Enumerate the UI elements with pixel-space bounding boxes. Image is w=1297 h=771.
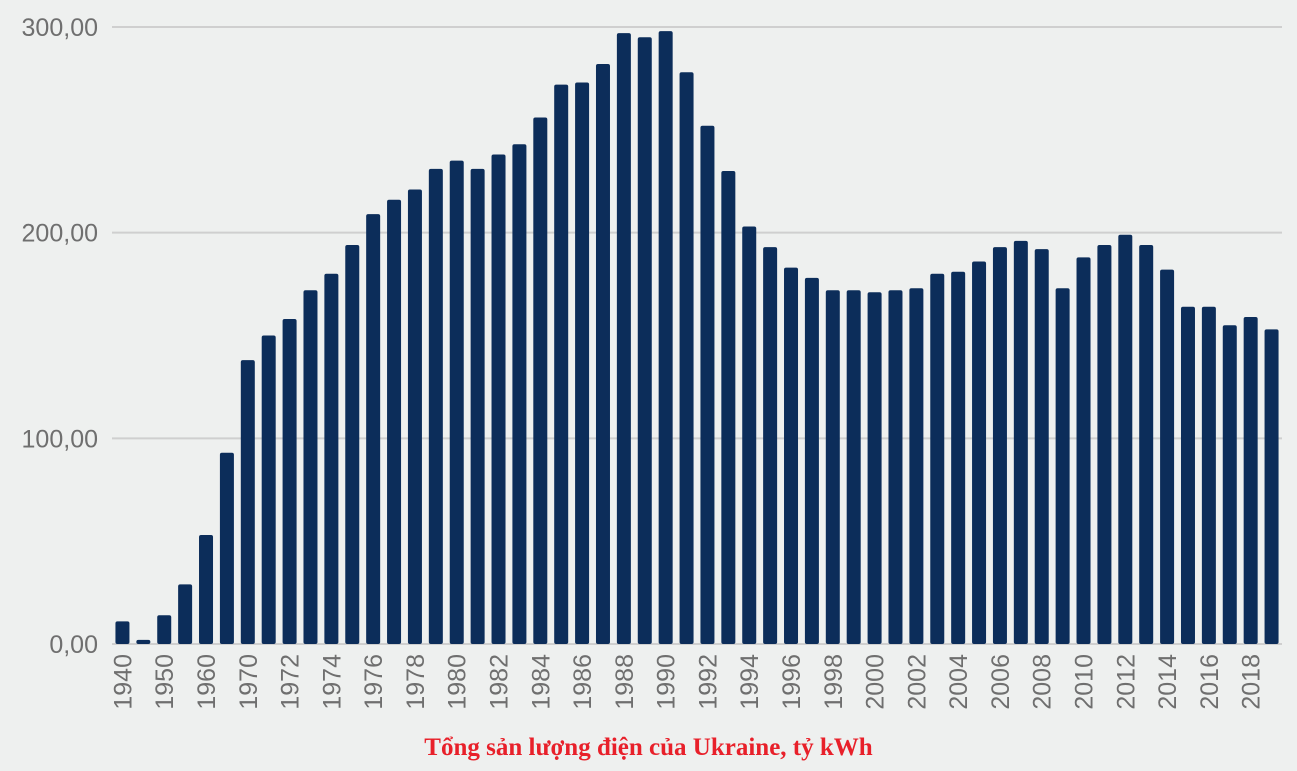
bar-1994 [742, 226, 757, 644]
bar-1998 [825, 290, 840, 644]
chart-title: Tổng sản lượng điện của Ukraine, tỷ kWh [424, 734, 873, 761]
x-tick-label: 1980 [444, 654, 472, 710]
x-tick-label: 2000 [862, 654, 890, 710]
bar-2019 [1264, 329, 1279, 644]
bar-1978 [407, 189, 422, 644]
bar-1977 [387, 199, 402, 644]
bar-2002 [909, 288, 924, 644]
bar-1991 [679, 72, 694, 645]
bar-1972 [282, 319, 297, 644]
bar-1950 [157, 615, 172, 644]
y-tick-label: 300,00 [22, 14, 98, 42]
x-tick-label: 2018 [1238, 654, 1266, 710]
bar-1996 [784, 267, 799, 644]
bar-1940 [115, 621, 130, 644]
bar-2012 [1118, 234, 1133, 644]
bar-1990 [658, 31, 673, 644]
x-tick-label: 1960 [193, 654, 221, 710]
x-tick-label: 1986 [569, 654, 597, 710]
bar-1960 [199, 534, 214, 644]
y-tick-label: 100,00 [22, 425, 98, 453]
x-tick-label: 2012 [1112, 654, 1140, 710]
bar-1988 [616, 33, 631, 645]
x-tick-label: 1974 [318, 654, 346, 710]
bar-2006 [992, 247, 1007, 644]
bar-1999 [846, 290, 861, 644]
bar-2010 [1076, 257, 1091, 644]
bar-2011 [1097, 245, 1112, 645]
y-tick-label: 200,00 [22, 220, 98, 248]
x-tick-label: 2008 [1029, 654, 1057, 710]
x-tick-label: 1982 [486, 654, 514, 710]
bar-2014 [1160, 269, 1175, 644]
bar-1945 [136, 639, 151, 644]
bar-1973 [303, 290, 318, 644]
y-axis-ticks: 0,00 100,00 200,00 300,00 [22, 14, 98, 659]
x-tick-label: 2014 [1154, 654, 1182, 710]
x-tick-label: 2002 [903, 654, 931, 710]
bar-1993 [721, 170, 736, 644]
x-tick-label: 1996 [778, 654, 806, 710]
bar-1983 [512, 144, 527, 645]
bar-2001 [888, 290, 903, 644]
bar-1970 [240, 360, 255, 644]
bars [115, 31, 1279, 645]
x-tick-label: 1988 [611, 654, 639, 710]
x-tick-label: 1990 [653, 654, 681, 710]
bar-1975 [345, 245, 360, 645]
x-tick-label: 1978 [402, 654, 430, 710]
x-tick-label: 1984 [527, 654, 555, 710]
bar-2003 [930, 273, 945, 644]
bar-2016 [1201, 306, 1216, 644]
x-tick-label: 1994 [736, 654, 764, 710]
bar-2017 [1222, 325, 1237, 644]
bar-1986 [575, 82, 590, 644]
x-tick-label: 1940 [109, 654, 137, 710]
bar-1989 [637, 37, 652, 645]
bar-2015 [1180, 306, 1195, 644]
bar-2005 [972, 261, 987, 644]
x-tick-label: 1976 [360, 654, 388, 710]
bar-2004 [951, 271, 966, 644]
bar-2013 [1139, 245, 1154, 645]
bar-2018 [1243, 316, 1258, 644]
x-tick-label: 2016 [1196, 654, 1224, 710]
x-tick-label: 2010 [1071, 654, 1099, 710]
bar-2009 [1055, 288, 1070, 644]
bar-1987 [595, 64, 610, 644]
x-tick-label: 1972 [277, 654, 305, 710]
bar-1979 [428, 168, 443, 644]
bar-1976 [366, 214, 381, 644]
bar-1981 [470, 168, 485, 644]
bar-1995 [763, 247, 778, 644]
bar-1997 [804, 277, 819, 644]
bar-1984 [533, 117, 548, 644]
x-tick-label: 1998 [820, 654, 848, 710]
x-tick-label: 1970 [235, 654, 263, 710]
bar-1980 [449, 160, 464, 644]
bar-2007 [1013, 240, 1028, 645]
y-tick-label: 0,00 [49, 631, 98, 659]
bar-2000 [867, 292, 882, 644]
bar-2008 [1034, 249, 1049, 644]
x-tick-label: 1992 [694, 654, 722, 710]
bar-1982 [491, 154, 506, 644]
x-axis-ticks: 1940 1950 1960 1970 1972 1974 1976 1978 1980 1982… [109, 654, 1265, 710]
bar-1992 [700, 125, 715, 645]
x-tick-label: 2006 [987, 654, 1015, 710]
bar-1985 [554, 84, 569, 644]
bar-1955 [178, 584, 193, 644]
bar-1965 [219, 452, 234, 644]
x-tick-label: 1950 [151, 654, 179, 710]
bar-1971 [261, 335, 276, 644]
x-tick-label: 2004 [945, 654, 973, 710]
bar-1974 [324, 273, 339, 644]
